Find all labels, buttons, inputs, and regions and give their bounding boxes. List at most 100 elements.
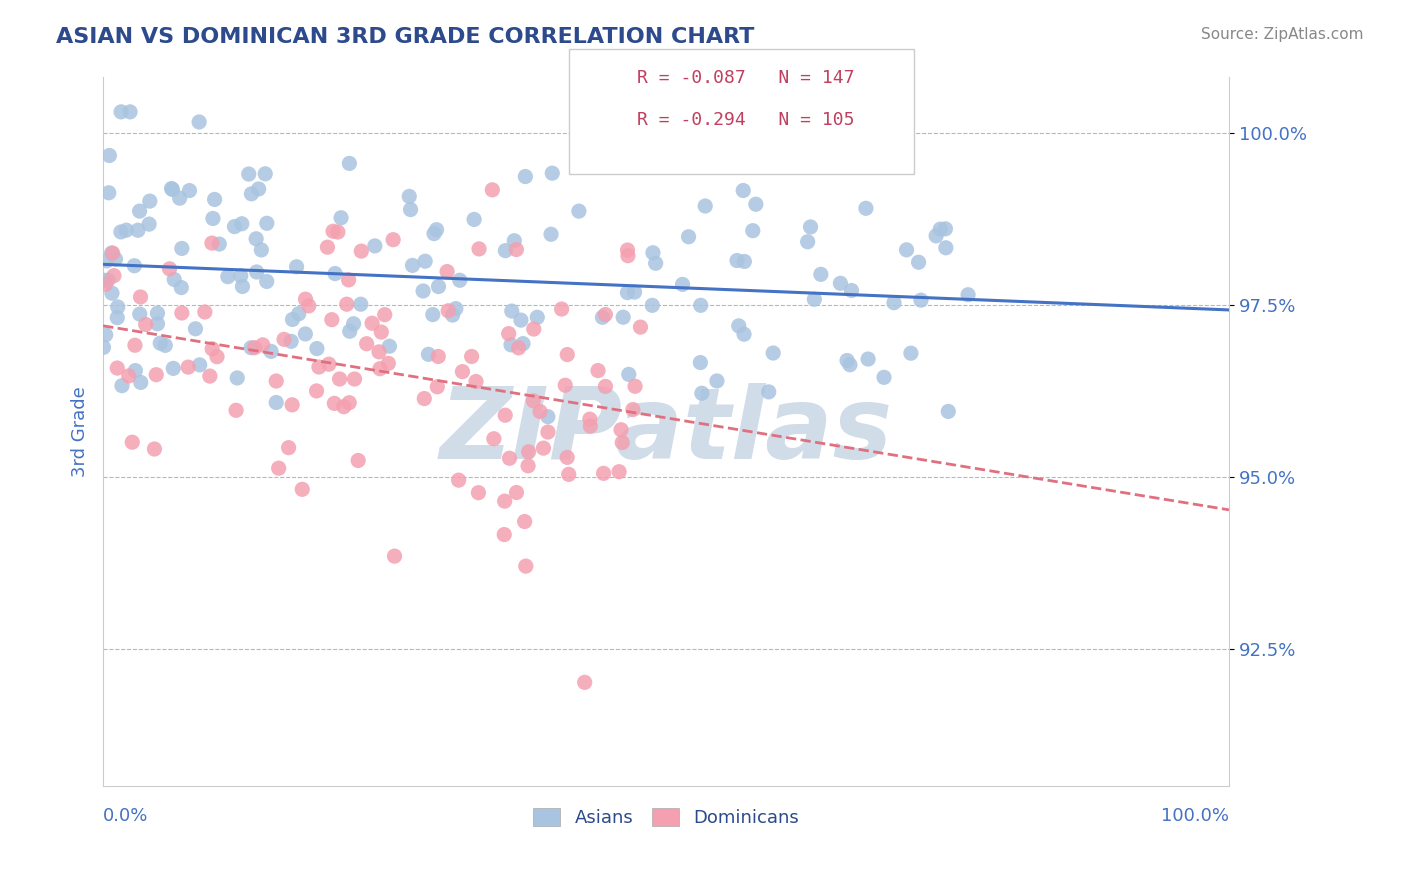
Point xyxy=(101,286,124,301)
Point xyxy=(225,403,247,417)
Point xyxy=(426,380,449,394)
Point xyxy=(146,306,169,320)
Point xyxy=(374,308,396,322)
Point xyxy=(298,299,321,313)
Point xyxy=(413,392,436,406)
Point xyxy=(129,290,152,304)
Point xyxy=(155,338,177,352)
Point xyxy=(803,292,825,306)
Point xyxy=(733,254,755,268)
Point xyxy=(252,338,274,352)
Point xyxy=(217,269,239,284)
Point xyxy=(94,327,117,342)
Point xyxy=(97,186,120,200)
Point xyxy=(541,166,564,180)
Point xyxy=(733,327,755,342)
Point xyxy=(451,365,474,379)
Point xyxy=(273,332,295,346)
Point xyxy=(294,292,316,306)
Point xyxy=(350,297,373,311)
Point xyxy=(120,104,142,119)
Point xyxy=(616,285,638,300)
Point xyxy=(418,347,440,361)
Point xyxy=(447,473,470,487)
Point xyxy=(896,243,918,257)
Point xyxy=(322,224,344,238)
Point xyxy=(494,244,516,258)
Point xyxy=(260,344,283,359)
Point xyxy=(555,450,578,465)
Point xyxy=(124,259,146,273)
Point xyxy=(841,284,863,298)
Point xyxy=(706,374,728,388)
Point xyxy=(505,485,527,500)
Point xyxy=(127,223,149,237)
Point xyxy=(624,379,647,393)
Point xyxy=(617,368,640,382)
Point xyxy=(678,229,700,244)
Point xyxy=(100,246,122,260)
Point xyxy=(323,396,346,410)
Point xyxy=(280,334,302,349)
Point xyxy=(873,370,896,384)
Point xyxy=(616,243,638,257)
Point xyxy=(264,374,287,388)
Point xyxy=(318,357,340,371)
Point xyxy=(907,255,929,269)
Point xyxy=(343,372,366,386)
Point xyxy=(733,184,755,198)
Point xyxy=(294,326,316,341)
Point xyxy=(586,363,609,377)
Point xyxy=(671,277,693,292)
Point xyxy=(194,305,217,319)
Point xyxy=(612,435,634,450)
Point xyxy=(342,317,364,331)
Point xyxy=(229,268,252,283)
Point xyxy=(339,324,361,338)
Point xyxy=(689,355,711,369)
Legend: Asians, Dominicans: Asians, Dominicans xyxy=(526,800,806,834)
Point xyxy=(758,384,780,399)
Point xyxy=(550,301,572,316)
Point xyxy=(630,320,652,334)
Point xyxy=(160,181,183,195)
Point xyxy=(250,243,273,257)
Point xyxy=(238,167,260,181)
Point xyxy=(838,358,860,372)
Point xyxy=(810,268,832,282)
Point xyxy=(94,277,117,292)
Point xyxy=(336,297,359,311)
Point xyxy=(481,183,503,197)
Point xyxy=(169,191,191,205)
Point xyxy=(512,336,534,351)
Point xyxy=(501,304,523,318)
Point xyxy=(163,272,186,286)
Point xyxy=(111,378,134,392)
Text: ASIAN VS DOMINICAN 3RD GRADE CORRELATION CHART: ASIAN VS DOMINICAN 3RD GRADE CORRELATION… xyxy=(56,27,755,46)
Point xyxy=(936,404,959,418)
Point xyxy=(423,227,446,241)
Point xyxy=(179,184,201,198)
Point xyxy=(855,202,877,216)
Point xyxy=(513,515,536,529)
Point xyxy=(515,559,537,574)
Point xyxy=(231,217,253,231)
Point xyxy=(467,485,489,500)
Point xyxy=(287,307,309,321)
Point xyxy=(93,273,115,287)
Point xyxy=(509,313,531,327)
Point xyxy=(162,361,184,376)
Point xyxy=(425,223,447,237)
Point xyxy=(254,167,277,181)
Point xyxy=(533,441,555,455)
Point xyxy=(595,379,617,393)
Point xyxy=(256,216,278,230)
Text: R = -0.294   N = 105: R = -0.294 N = 105 xyxy=(637,112,855,129)
Point xyxy=(118,368,141,383)
Text: ZIPatlas: ZIPatlas xyxy=(440,384,893,481)
Point xyxy=(184,322,207,336)
Point xyxy=(555,347,578,361)
Point xyxy=(494,408,516,422)
Point xyxy=(568,204,591,219)
Point xyxy=(256,275,278,289)
